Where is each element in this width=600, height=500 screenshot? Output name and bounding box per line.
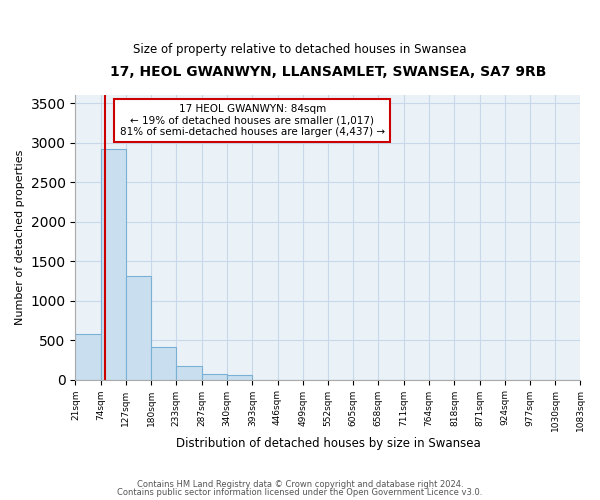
Bar — [176, 366, 202, 380]
Text: 17 HEOL GWANWYN: 84sqm
← 19% of detached houses are smaller (1,017)
81% of semi-: 17 HEOL GWANWYN: 84sqm ← 19% of detached… — [119, 104, 385, 137]
Bar — [151, 347, 176, 380]
Bar — [126, 276, 151, 380]
Bar — [76, 334, 101, 380]
Text: Size of property relative to detached houses in Swansea: Size of property relative to detached ho… — [133, 42, 467, 56]
Title: 17, HEOL GWANWYN, LLANSAMLET, SWANSEA, SA7 9RB: 17, HEOL GWANWYN, LLANSAMLET, SWANSEA, S… — [110, 65, 546, 79]
Bar — [101, 149, 126, 380]
Y-axis label: Number of detached properties: Number of detached properties — [15, 150, 25, 325]
Bar — [227, 376, 253, 380]
X-axis label: Distribution of detached houses by size in Swansea: Distribution of detached houses by size … — [176, 437, 481, 450]
Text: Contains HM Land Registry data © Crown copyright and database right 2024.: Contains HM Land Registry data © Crown c… — [137, 480, 463, 489]
Text: Contains public sector information licensed under the Open Government Licence v3: Contains public sector information licen… — [118, 488, 482, 497]
Bar — [202, 374, 227, 380]
